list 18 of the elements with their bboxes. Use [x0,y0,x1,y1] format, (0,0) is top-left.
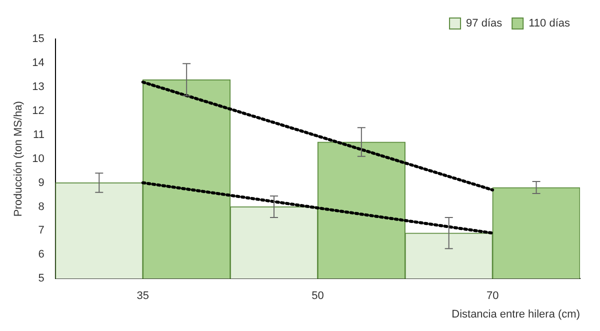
x-axis-title: Distancia entre hilera (cm) [452,308,580,320]
y-tick-label: 9 [38,176,44,189]
x-tick-label: 70 [486,290,499,302]
y-tick-label: 13 [32,80,44,93]
y-tick-label: 10 [32,152,44,165]
x-tick-label: 35 [136,290,149,302]
y-tick-label: 14 [32,56,44,69]
y-tick-label: 7 [38,224,44,237]
y-axis-title: Producción (ton MS/ha) [12,101,25,217]
y-tick-label: 11 [33,128,44,141]
y-tick-label: 8 [38,200,44,213]
y-tick-label: 6 [38,248,44,261]
y-tick-label: 5 [38,272,44,285]
legend-label: 110 días [528,18,570,30]
y-tick-label: 12 [32,104,44,117]
x-tick-label: 50 [312,290,324,302]
y-tick-label: 15 [32,33,44,46]
legend-label: 97 días [466,18,503,30]
